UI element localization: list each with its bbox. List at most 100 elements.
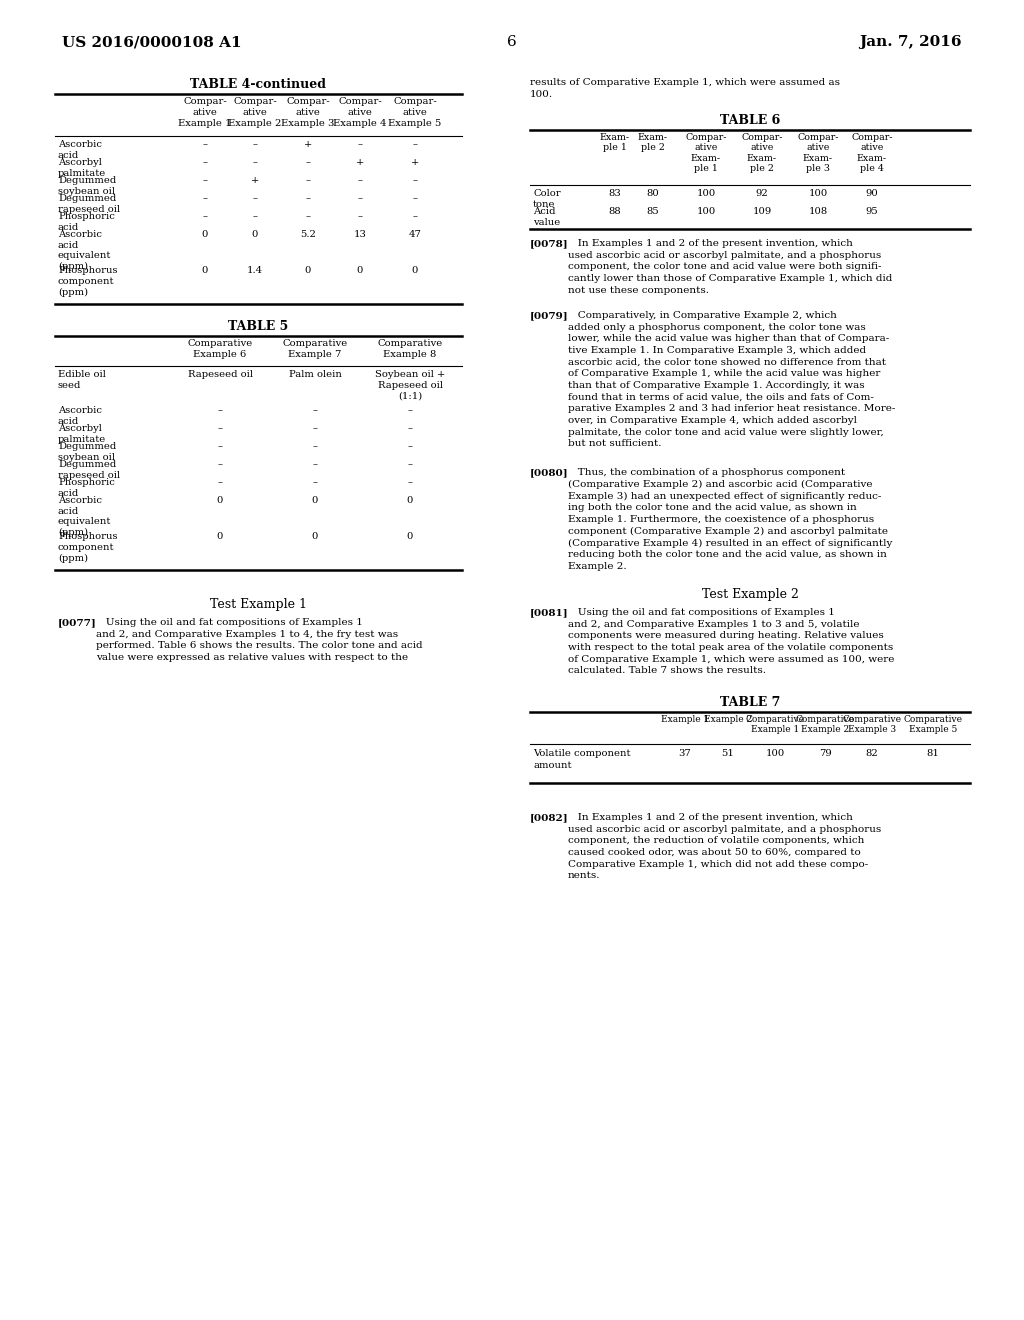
Text: –: – xyxy=(305,194,310,203)
Text: 100: 100 xyxy=(696,189,716,198)
Text: Phosphoric
acid: Phosphoric acid xyxy=(58,213,115,232)
Text: –: – xyxy=(408,459,413,469)
Text: TABLE 4-continued: TABLE 4-continued xyxy=(190,78,327,91)
Text: Compar-
ative
Exam-
ple 3: Compar- ative Exam- ple 3 xyxy=(798,133,839,173)
Text: Volatile component
amount: Volatile component amount xyxy=(534,748,631,770)
Text: Acid
value: Acid value xyxy=(534,207,560,227)
Text: Edible oil
seed: Edible oil seed xyxy=(58,370,105,389)
Text: –: – xyxy=(253,194,257,203)
Text: Exam-
ple 1: Exam- ple 1 xyxy=(600,133,630,152)
Text: TABLE 5: TABLE 5 xyxy=(228,319,289,333)
Text: [0081]: [0081] xyxy=(530,609,568,616)
Text: Compar-
ative
Example 5: Compar- ative Example 5 xyxy=(388,96,441,128)
Text: –: – xyxy=(312,478,317,487)
Text: Phosphorus
component
(ppm): Phosphorus component (ppm) xyxy=(58,267,118,297)
Text: Example 1: Example 1 xyxy=(660,715,710,723)
Text: 79: 79 xyxy=(818,748,831,758)
Text: [0077]: [0077] xyxy=(58,618,96,627)
Text: Ascorbic
acid: Ascorbic acid xyxy=(58,140,102,160)
Text: Using the oil and fat compositions of Examples 1
and 2, and Comparative Examples: Using the oil and fat compositions of Ex… xyxy=(568,609,894,676)
Text: [0082]: [0082] xyxy=(530,813,568,822)
Text: 0: 0 xyxy=(305,267,311,275)
Text: 100: 100 xyxy=(765,748,784,758)
Text: –: – xyxy=(357,194,362,203)
Text: 81: 81 xyxy=(927,748,939,758)
Text: 0: 0 xyxy=(312,496,318,506)
Text: Compar-
ative
Example 1: Compar- ative Example 1 xyxy=(178,96,231,128)
Text: –: – xyxy=(413,176,418,185)
Text: 0: 0 xyxy=(217,532,223,541)
Text: Comparative
Example 5: Comparative Example 5 xyxy=(903,715,963,734)
Text: Degummed
rapeseed oil: Degummed rapeseed oil xyxy=(58,459,120,479)
Text: –: – xyxy=(217,407,222,414)
Text: –: – xyxy=(312,407,317,414)
Text: Ascorbic
acid
equivalent
(ppm): Ascorbic acid equivalent (ppm) xyxy=(58,496,112,537)
Text: –: – xyxy=(408,478,413,487)
Text: +: + xyxy=(356,158,365,168)
Text: [0080]: [0080] xyxy=(530,469,568,477)
Text: –: – xyxy=(203,194,208,203)
Text: –: – xyxy=(312,459,317,469)
Text: 47: 47 xyxy=(409,230,422,239)
Text: 0: 0 xyxy=(202,230,208,239)
Text: 5.2: 5.2 xyxy=(300,230,316,239)
Text: TABLE 7: TABLE 7 xyxy=(720,696,780,709)
Text: Phosphorus
component
(ppm): Phosphorus component (ppm) xyxy=(58,532,118,562)
Text: [0078]: [0078] xyxy=(530,239,568,248)
Text: 0: 0 xyxy=(252,230,258,239)
Text: results of Comparative Example 1, which were assumed as
100.: results of Comparative Example 1, which … xyxy=(530,78,840,99)
Text: Compar-
ative
Exam-
ple 4: Compar- ative Exam- ple 4 xyxy=(851,133,893,173)
Text: Comparative
Example 7: Comparative Example 7 xyxy=(283,339,347,359)
Text: Compar-
ative
Example 4: Compar- ative Example 4 xyxy=(333,96,387,128)
Text: 0: 0 xyxy=(412,267,418,275)
Text: Degummed
soybean oil: Degummed soybean oil xyxy=(58,176,117,195)
Text: In Examples 1 and 2 of the present invention, which
used ascorbic acid or ascorb: In Examples 1 and 2 of the present inven… xyxy=(568,813,882,880)
Text: –: – xyxy=(357,176,362,185)
Text: –: – xyxy=(408,424,413,433)
Text: –: – xyxy=(312,424,317,433)
Text: –: – xyxy=(357,140,362,149)
Text: 0: 0 xyxy=(202,267,208,275)
Text: Exam-
ple 2: Exam- ple 2 xyxy=(638,133,668,152)
Text: –: – xyxy=(305,158,310,168)
Text: Comparative
Example 8: Comparative Example 8 xyxy=(378,339,442,359)
Text: +: + xyxy=(251,176,259,185)
Text: Ascorbyl
palmitate: Ascorbyl palmitate xyxy=(58,424,106,444)
Text: Degummed
rapeseed oil: Degummed rapeseed oil xyxy=(58,194,120,214)
Text: 80: 80 xyxy=(646,189,659,198)
Text: 108: 108 xyxy=(808,207,827,216)
Text: Comparative
Example 1: Comparative Example 1 xyxy=(745,715,805,734)
Text: Color
tone: Color tone xyxy=(534,189,560,209)
Text: +: + xyxy=(304,140,312,149)
Text: –: – xyxy=(217,424,222,433)
Text: 0: 0 xyxy=(356,267,364,275)
Text: 85: 85 xyxy=(646,207,659,216)
Text: –: – xyxy=(305,213,310,220)
Text: 51: 51 xyxy=(722,748,734,758)
Text: –: – xyxy=(413,194,418,203)
Text: –: – xyxy=(217,442,222,451)
Text: 13: 13 xyxy=(353,230,367,239)
Text: 37: 37 xyxy=(679,748,691,758)
Text: Example 2: Example 2 xyxy=(703,715,752,723)
Text: 109: 109 xyxy=(753,207,772,216)
Text: Thus, the combination of a phosphorus component
(Comparative Example 2) and asco: Thus, the combination of a phosphorus co… xyxy=(568,469,892,572)
Text: Palm olein: Palm olein xyxy=(289,370,341,379)
Text: Compar-
ative
Example 2: Compar- ative Example 2 xyxy=(228,96,282,128)
Text: Test Example 1: Test Example 1 xyxy=(210,598,307,611)
Text: 83: 83 xyxy=(608,189,622,198)
Text: 88: 88 xyxy=(608,207,622,216)
Text: Rapeseed oil: Rapeseed oil xyxy=(187,370,253,379)
Text: Ascorbyl
palmitate: Ascorbyl palmitate xyxy=(58,158,106,178)
Text: Compar-
ative
Exam-
ple 1: Compar- ative Exam- ple 1 xyxy=(685,133,727,173)
Text: Jan. 7, 2016: Jan. 7, 2016 xyxy=(859,36,962,49)
Text: In Examples 1 and 2 of the present invention, which
used ascorbic acid or ascorb: In Examples 1 and 2 of the present inven… xyxy=(568,239,892,294)
Text: 95: 95 xyxy=(865,207,879,216)
Text: 0: 0 xyxy=(217,496,223,506)
Text: –: – xyxy=(357,213,362,220)
Text: –: – xyxy=(203,158,208,168)
Text: –: – xyxy=(217,459,222,469)
Text: –: – xyxy=(253,158,257,168)
Text: TABLE 6: TABLE 6 xyxy=(720,114,780,127)
Text: –: – xyxy=(203,176,208,185)
